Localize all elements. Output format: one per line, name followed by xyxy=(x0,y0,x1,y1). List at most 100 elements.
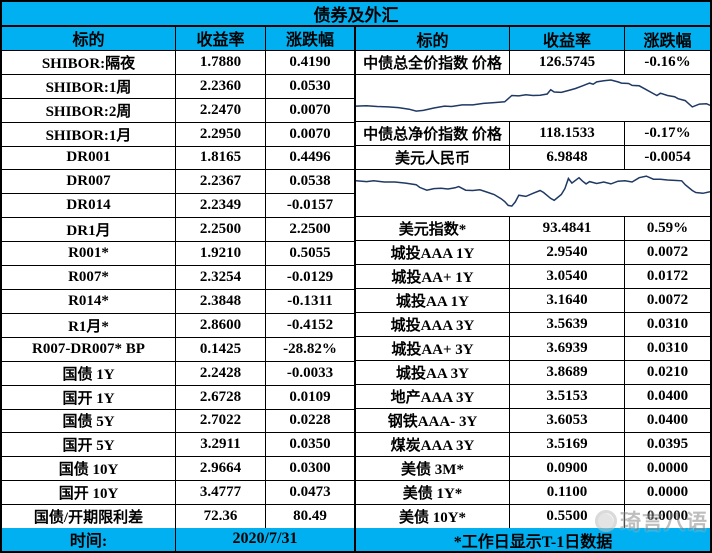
table-row: 中债总全价指数 价格 126.5745 -0.16% xyxy=(356,51,710,75)
change-value: 0.0530 xyxy=(289,77,331,94)
footnote: *工作日显示T-1日数据 xyxy=(356,528,710,551)
yield-value: 2.9540 xyxy=(510,241,625,264)
change-value: 0.0072 xyxy=(646,292,689,308)
yield-value: 6.9848 xyxy=(510,146,625,169)
change-value: 0.0070 xyxy=(289,125,331,142)
change-value: -0.0157 xyxy=(286,197,334,214)
change-value: -0.4152 xyxy=(286,316,334,333)
row-label: 美债 3M* xyxy=(356,457,510,480)
right-header-target: 标的 xyxy=(356,27,510,50)
row-label: SHIBOR:2周 xyxy=(2,98,176,122)
row-label: 煤炭AAA 3Y xyxy=(356,433,510,456)
row-label: 美债 1Y* xyxy=(356,481,510,504)
table-row: SHIBOR:隔夜 1.7880 0.4190 xyxy=(2,50,354,75)
yield-value: 1.7880 xyxy=(176,50,266,74)
yield-value: 2.2428 xyxy=(176,361,266,385)
yield-value: 3.1640 xyxy=(510,289,625,312)
change-value: 0.0109 xyxy=(289,388,331,405)
change-value: 0.5055 xyxy=(289,245,331,262)
yield-value: 3.8689 xyxy=(510,361,625,384)
yield-value: 1.9210 xyxy=(176,242,266,266)
yield-value: 2.2360 xyxy=(176,74,266,98)
yield-value: 3.6053 xyxy=(510,409,625,432)
yield-value: 3.6939 xyxy=(510,337,625,360)
yield-value: 0.0900 xyxy=(510,457,625,480)
yield-value: 3.2911 xyxy=(176,433,266,457)
row-label: 中债总净价指数 价格 xyxy=(356,122,510,145)
yield-value: 2.9664 xyxy=(176,457,266,481)
change-value: 0.0300 xyxy=(289,460,331,477)
row-label: 美债 10Y* xyxy=(356,505,510,528)
table-row: 国开 10Y 3.4777 0.0473 xyxy=(2,481,354,506)
right-table: 标的 收益率 涨跌幅 中债总全价指数 价格 126.5745 -0.16% 中债总净价… xyxy=(356,27,710,551)
row-label: R007* xyxy=(2,266,176,289)
sparkline-chart-2 xyxy=(356,175,710,207)
yield-value: 3.5169 xyxy=(510,433,625,456)
sparkline-row xyxy=(356,170,710,217)
row-label: 城投AAA 1Y xyxy=(356,241,510,264)
row-label: 国债 10Y xyxy=(2,457,176,481)
table-row: DR1月 2.2500 2.2500 xyxy=(2,218,354,243)
table-row: 煤炭AAA 3Y 3.5169 0.0395 xyxy=(356,433,710,457)
row-label: 城投AA 3Y xyxy=(356,361,510,384)
change-value: 0.0210 xyxy=(646,364,689,380)
row-label: DR014 xyxy=(2,194,176,218)
tables-area: 标的 收益率 涨跌幅 SHIBOR:隔夜 1.7880 0.4190 SHIBOR:1… xyxy=(2,27,710,551)
left-footer-row: 时间: 2020/7/31 xyxy=(2,528,354,551)
right-header-row: 标的 收益率 涨跌幅 xyxy=(356,27,710,51)
yield-value: 2.2349 xyxy=(176,194,266,218)
row-label: 美元指数* xyxy=(356,217,510,240)
right-header-change: 涨跌幅 xyxy=(625,27,710,50)
left-table: 标的 收益率 涨跌幅 SHIBOR:隔夜 1.7880 0.4190 SHIBOR:1… xyxy=(2,27,356,551)
change-value: 0.0172 xyxy=(646,268,689,284)
row-label: 地产AAA 3Y xyxy=(356,385,510,408)
change-value: 0.4496 xyxy=(289,149,331,166)
yield-value: 0.5500 xyxy=(510,505,625,528)
yield-value: 0.1100 xyxy=(510,481,625,504)
row-label: 中债总全价指数 价格 xyxy=(356,51,510,74)
table-row: 地产AAA 3Y 3.5153 0.0400 xyxy=(356,385,710,409)
table-row: R001* 1.9210 0.5055 xyxy=(2,242,354,267)
table-row: R007* 2.3254 -0.0129 xyxy=(2,266,354,290)
change-value: 0.0000 xyxy=(646,484,689,500)
change-value: 0.4190 xyxy=(289,53,331,70)
change-value: 0.0310 xyxy=(646,316,689,332)
table-row: 国债 1Y 2.2428 -0.0033 xyxy=(2,361,354,386)
table-row: 美元指数* 93.4841 0.59% xyxy=(356,217,710,241)
row-label: 国开 5Y xyxy=(2,433,176,457)
yield-value: 3.0540 xyxy=(510,265,625,288)
change-value: 2.2500 xyxy=(289,221,331,238)
change-value: -0.0033 xyxy=(286,364,334,381)
table-row: R014* 2.3848 -0.1311 xyxy=(2,289,354,314)
row-label: 国债 5Y xyxy=(2,409,176,433)
change-value: -0.1311 xyxy=(287,292,333,309)
change-value: -28.82% xyxy=(283,340,337,357)
table-row: 中债总净价指数 价格 118.1533 -0.17% xyxy=(356,122,710,146)
change-value: 0.59% xyxy=(646,220,689,236)
row-label: R007-DR007* BP xyxy=(2,337,176,361)
table-row: 美债 3M* 0.0900 0.0000 xyxy=(356,457,710,481)
table-row: SHIBOR:1月 2.2950 0.0070 xyxy=(2,122,354,147)
row-label: DR001 xyxy=(2,146,176,170)
right-footer-row: *工作日显示T-1日数据 xyxy=(356,528,710,551)
yield-value: 3.5153 xyxy=(510,385,625,408)
table-row: 城投AA+ 1Y 3.0540 0.0172 xyxy=(356,265,710,289)
table-row: R1月* 2.8600 -0.4152 xyxy=(2,313,354,338)
row-label: 美元人民币 xyxy=(356,146,510,169)
row-label: DR1月 xyxy=(2,218,176,242)
table-row: 美元人民币 6.9848 -0.0054 xyxy=(356,146,710,170)
change-value: 0.0228 xyxy=(289,412,331,429)
table-row: 钢铁AAA- 3Y 3.6053 0.0400 xyxy=(356,409,710,433)
row-label: SHIBOR:隔夜 xyxy=(2,50,176,74)
yield-value: 2.6728 xyxy=(176,385,266,409)
change-value: 0.0350 xyxy=(289,436,331,453)
change-value: -0.0129 xyxy=(286,269,334,286)
row-label: 国债/开期限利差 xyxy=(2,505,176,529)
change-value: 0.0070 xyxy=(289,101,331,118)
yield-value: 2.2367 xyxy=(176,170,266,194)
row-label: R1月* xyxy=(2,313,176,337)
table-row: 城投AA 3Y 3.8689 0.0210 xyxy=(356,361,710,385)
yield-value: 118.1533 xyxy=(510,122,625,145)
yield-value: 72.36 xyxy=(176,505,266,529)
row-label: 城投AA+ 3Y xyxy=(356,337,510,360)
